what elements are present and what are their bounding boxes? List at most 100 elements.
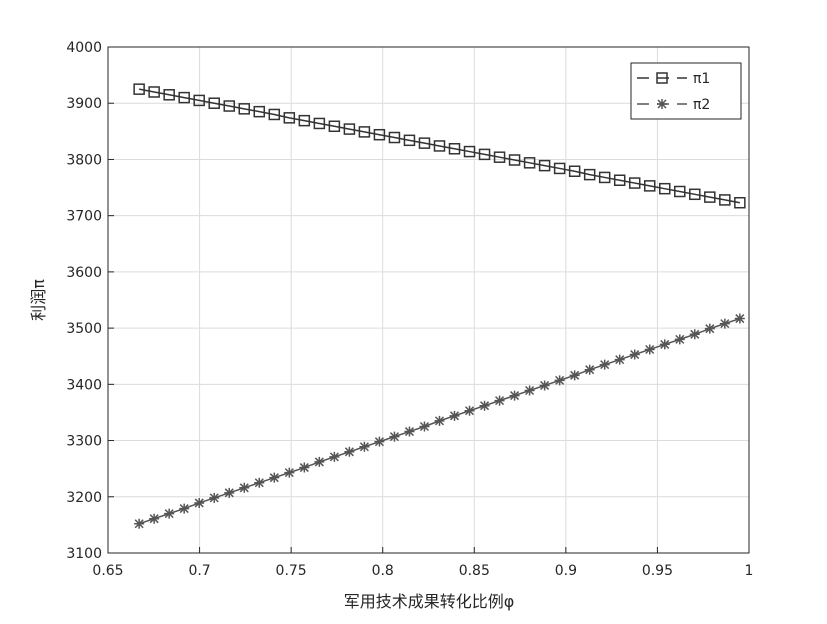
marker xyxy=(449,410,460,421)
marker xyxy=(538,159,551,172)
marker xyxy=(359,441,370,452)
marker xyxy=(659,339,670,350)
marker xyxy=(269,472,280,483)
x-tick-label: 0.8 xyxy=(372,563,394,579)
marker xyxy=(418,137,431,149)
marker xyxy=(134,518,145,529)
marker xyxy=(584,364,595,375)
marker xyxy=(284,467,295,478)
marker xyxy=(656,72,668,84)
marker xyxy=(253,105,266,118)
marker xyxy=(464,405,475,416)
legend-box xyxy=(630,62,742,120)
x-tick-label: 0.75 xyxy=(276,563,307,579)
marker xyxy=(388,131,401,144)
y-axis-label: 利润π xyxy=(29,279,48,321)
marker xyxy=(373,128,386,141)
y-tick-label: 3600 xyxy=(66,265,102,281)
marker xyxy=(524,385,535,396)
marker xyxy=(419,421,430,432)
marker xyxy=(328,120,341,133)
marker xyxy=(674,334,685,345)
marker xyxy=(314,456,325,467)
marker xyxy=(704,323,715,334)
marker xyxy=(674,185,686,198)
marker xyxy=(719,194,731,206)
marker xyxy=(343,123,356,135)
marker xyxy=(508,154,521,166)
marker xyxy=(403,134,416,147)
marker xyxy=(179,503,190,514)
marker xyxy=(148,86,160,98)
marker xyxy=(553,162,566,175)
marker xyxy=(448,143,461,155)
marker xyxy=(178,91,190,104)
marker xyxy=(149,513,160,524)
marker xyxy=(193,94,205,107)
marker xyxy=(539,380,550,391)
legend-label: π2 xyxy=(693,97,710,113)
marker xyxy=(509,390,520,401)
y-tick-label: 3800 xyxy=(66,152,102,168)
y-tick-label: 3100 xyxy=(66,546,102,562)
marker xyxy=(629,349,640,360)
marker xyxy=(628,177,641,189)
marker xyxy=(329,451,340,462)
marker xyxy=(734,313,745,324)
marker xyxy=(689,188,701,201)
plot-frame xyxy=(107,46,750,554)
x-tick-label: 0.65 xyxy=(92,563,123,579)
y-tick-label: 3500 xyxy=(66,321,102,337)
marker xyxy=(568,165,581,178)
marker xyxy=(657,99,667,109)
marker xyxy=(164,508,175,519)
marker xyxy=(614,354,625,365)
marker xyxy=(239,482,250,493)
marker xyxy=(493,151,506,163)
marker xyxy=(569,370,580,381)
marker xyxy=(254,477,265,488)
marker xyxy=(389,431,400,442)
marker xyxy=(358,126,371,138)
marker xyxy=(313,117,326,130)
x-tick-label: 0.7 xyxy=(188,563,210,579)
marker xyxy=(194,497,205,508)
marker xyxy=(298,114,311,127)
marker xyxy=(283,112,296,124)
y-tick-label: 3400 xyxy=(66,377,102,393)
marker xyxy=(433,140,446,152)
marker xyxy=(689,329,700,340)
marker xyxy=(523,157,536,169)
marker xyxy=(208,97,220,109)
marker xyxy=(719,318,730,329)
marker xyxy=(599,359,610,370)
marker xyxy=(133,83,145,95)
y-tick-label: 4000 xyxy=(66,40,102,56)
marker xyxy=(224,487,235,498)
marker xyxy=(479,400,490,411)
marker xyxy=(223,100,235,112)
marker xyxy=(643,180,656,192)
marker xyxy=(268,108,281,121)
y-tick-label: 3200 xyxy=(66,490,102,506)
marker xyxy=(463,145,476,158)
marker xyxy=(613,174,626,186)
marker xyxy=(734,196,746,209)
marker xyxy=(494,395,505,406)
x-tick-label: 0.9 xyxy=(555,563,577,579)
legend-label: π1 xyxy=(693,71,710,87)
marker xyxy=(644,344,655,355)
marker xyxy=(478,148,491,161)
marker xyxy=(659,182,671,195)
x-tick-label: 0.85 xyxy=(459,563,490,579)
y-tick-label: 3700 xyxy=(66,209,102,225)
marker xyxy=(209,492,220,503)
marker xyxy=(404,426,415,437)
marker xyxy=(344,446,355,457)
marker xyxy=(583,168,596,181)
x-tick-label: 0.95 xyxy=(642,563,673,579)
x-tick-label: 1 xyxy=(745,563,754,579)
marker xyxy=(299,462,310,473)
